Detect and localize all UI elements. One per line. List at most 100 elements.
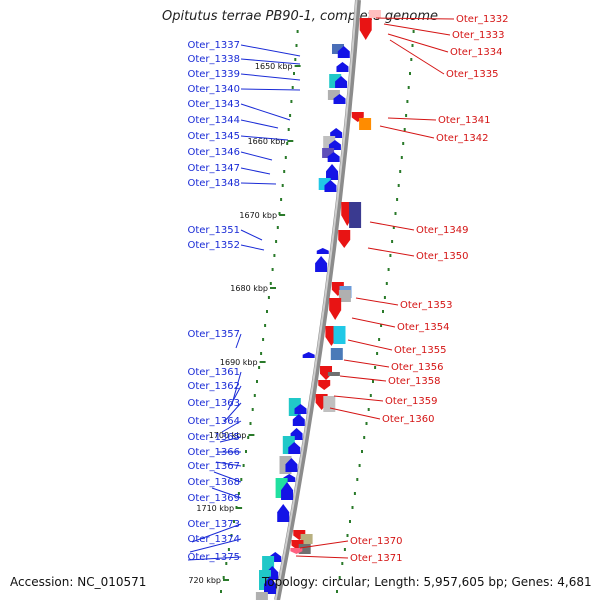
tick-mark	[361, 450, 363, 453]
gene-box	[300, 534, 313, 544]
kbp-label: 1700 kbp	[209, 431, 247, 440]
gene-box	[330, 348, 343, 360]
gene-arrow	[326, 164, 339, 180]
gene-label-forward: Oter_1344	[187, 115, 240, 126]
tick-mark	[278, 212, 281, 215]
tick-mark	[258, 366, 261, 369]
tick-mark	[365, 422, 368, 425]
tick-mark	[233, 520, 235, 523]
tick-mark	[341, 562, 344, 565]
label-leader-line	[387, 117, 437, 121]
gene-label-forward: Oter_1348	[187, 178, 240, 189]
kbp-label: 1680 kbp	[230, 284, 268, 293]
gene-arrow	[316, 248, 329, 254]
gene-arrow	[338, 230, 351, 248]
tick-mark	[275, 240, 278, 243]
gene-arrow	[318, 380, 331, 390]
gene-label-forward: Oter_1364	[187, 416, 240, 427]
tick-mark	[338, 576, 341, 579]
tick-mark	[392, 226, 395, 229]
tick-mark	[276, 226, 279, 229]
tick-mark	[403, 128, 406, 131]
gene-label-reverse: Oter_1342	[436, 133, 489, 144]
gene-label-reverse: Oter_1353	[400, 300, 453, 311]
kbp-tick	[236, 507, 243, 509]
tick-mark	[249, 422, 252, 425]
label-leader-line	[223, 402, 242, 423]
label-leader-line	[299, 540, 349, 549]
kbp-tick	[223, 579, 229, 581]
label-leader-line	[367, 247, 415, 257]
tick-mark	[376, 352, 379, 355]
tick-mark	[399, 170, 402, 173]
label-leader-line	[235, 333, 242, 349]
label-leader-line	[295, 555, 349, 559]
gene-label-forward: Oter_1347	[187, 163, 240, 174]
label-leader-line	[369, 221, 415, 231]
gene-label-forward: Oter_1365	[187, 432, 240, 443]
gene-arrow	[281, 482, 294, 500]
tick-mark	[271, 268, 274, 271]
tick-mark	[269, 282, 272, 285]
gene-label-reverse: Oter_1370	[350, 536, 403, 547]
gene-label-reverse: Oter_1360	[382, 414, 435, 425]
tick-mark	[409, 72, 411, 75]
gene-arrow	[264, 576, 277, 594]
kbp-tick	[259, 361, 266, 363]
tick-mark	[346, 534, 349, 537]
gene-arrow	[330, 128, 343, 138]
topology-text: Topology: circular; Length: 5,957,605 bp…	[262, 575, 592, 589]
gene-label-forward: Oter_1373	[187, 519, 240, 530]
tick-mark	[296, 30, 299, 33]
label-leader-line	[240, 151, 273, 161]
tick-mark	[295, 44, 298, 47]
label-leader-line	[351, 317, 396, 328]
kbp-tick	[287, 140, 294, 142]
label-leader-line	[333, 395, 384, 402]
tick-mark	[351, 506, 354, 509]
gene-label-forward: Oter_1345	[187, 131, 240, 142]
tick-mark	[289, 114, 292, 117]
gene-label-reverse: Oter_1333	[452, 30, 505, 41]
gene-arrow	[324, 180, 337, 192]
tick-mark	[281, 184, 284, 187]
gene-arrow	[336, 62, 349, 72]
gene-box	[298, 544, 311, 554]
tick-mark	[237, 492, 240, 495]
kbp-label: 1660 kbp	[248, 137, 286, 146]
label-leader-line	[215, 461, 242, 467]
gene-label-forward: Oter_1367	[187, 461, 240, 472]
gene-arrow	[335, 76, 348, 88]
tick-mark	[412, 30, 415, 33]
kbp-label: 1710 kbp	[196, 504, 234, 513]
kbp-tick	[248, 434, 255, 436]
gene-label-forward: Oter_1363	[187, 398, 240, 409]
gene-arrow	[328, 140, 341, 150]
gene-label-forward: Oter_1375	[187, 552, 240, 563]
gene-box	[322, 148, 335, 158]
tick-mark	[363, 436, 366, 439]
tick-mark	[358, 464, 361, 467]
gene-arrow	[292, 414, 305, 426]
gene-label-forward: Oter_1351	[187, 225, 240, 236]
kbp-tick	[270, 287, 276, 289]
gene-label-reverse: Oter_1356	[391, 362, 444, 373]
tick-mark	[389, 254, 392, 257]
gene-label-forward: Oter_1338	[187, 54, 240, 65]
label-leader-line	[240, 58, 301, 65]
strand-ticks	[220, 30, 415, 593]
label-leader-line	[355, 297, 399, 306]
gene-arrow	[327, 152, 340, 162]
gene-label-forward: Oter_1352	[187, 240, 240, 251]
gene-label-reverse: Oter_1350	[416, 251, 469, 262]
tick-mark	[293, 72, 295, 75]
gene-box	[338, 290, 351, 302]
gene-arrow	[285, 458, 298, 472]
label-leader-line	[240, 103, 291, 121]
backbone-highlight	[274, 0, 358, 600]
label-leader-line	[211, 487, 242, 499]
gene-box	[327, 372, 340, 376]
gene-label-reverse: Oter_1358	[388, 376, 441, 387]
tick-mark	[256, 380, 258, 383]
